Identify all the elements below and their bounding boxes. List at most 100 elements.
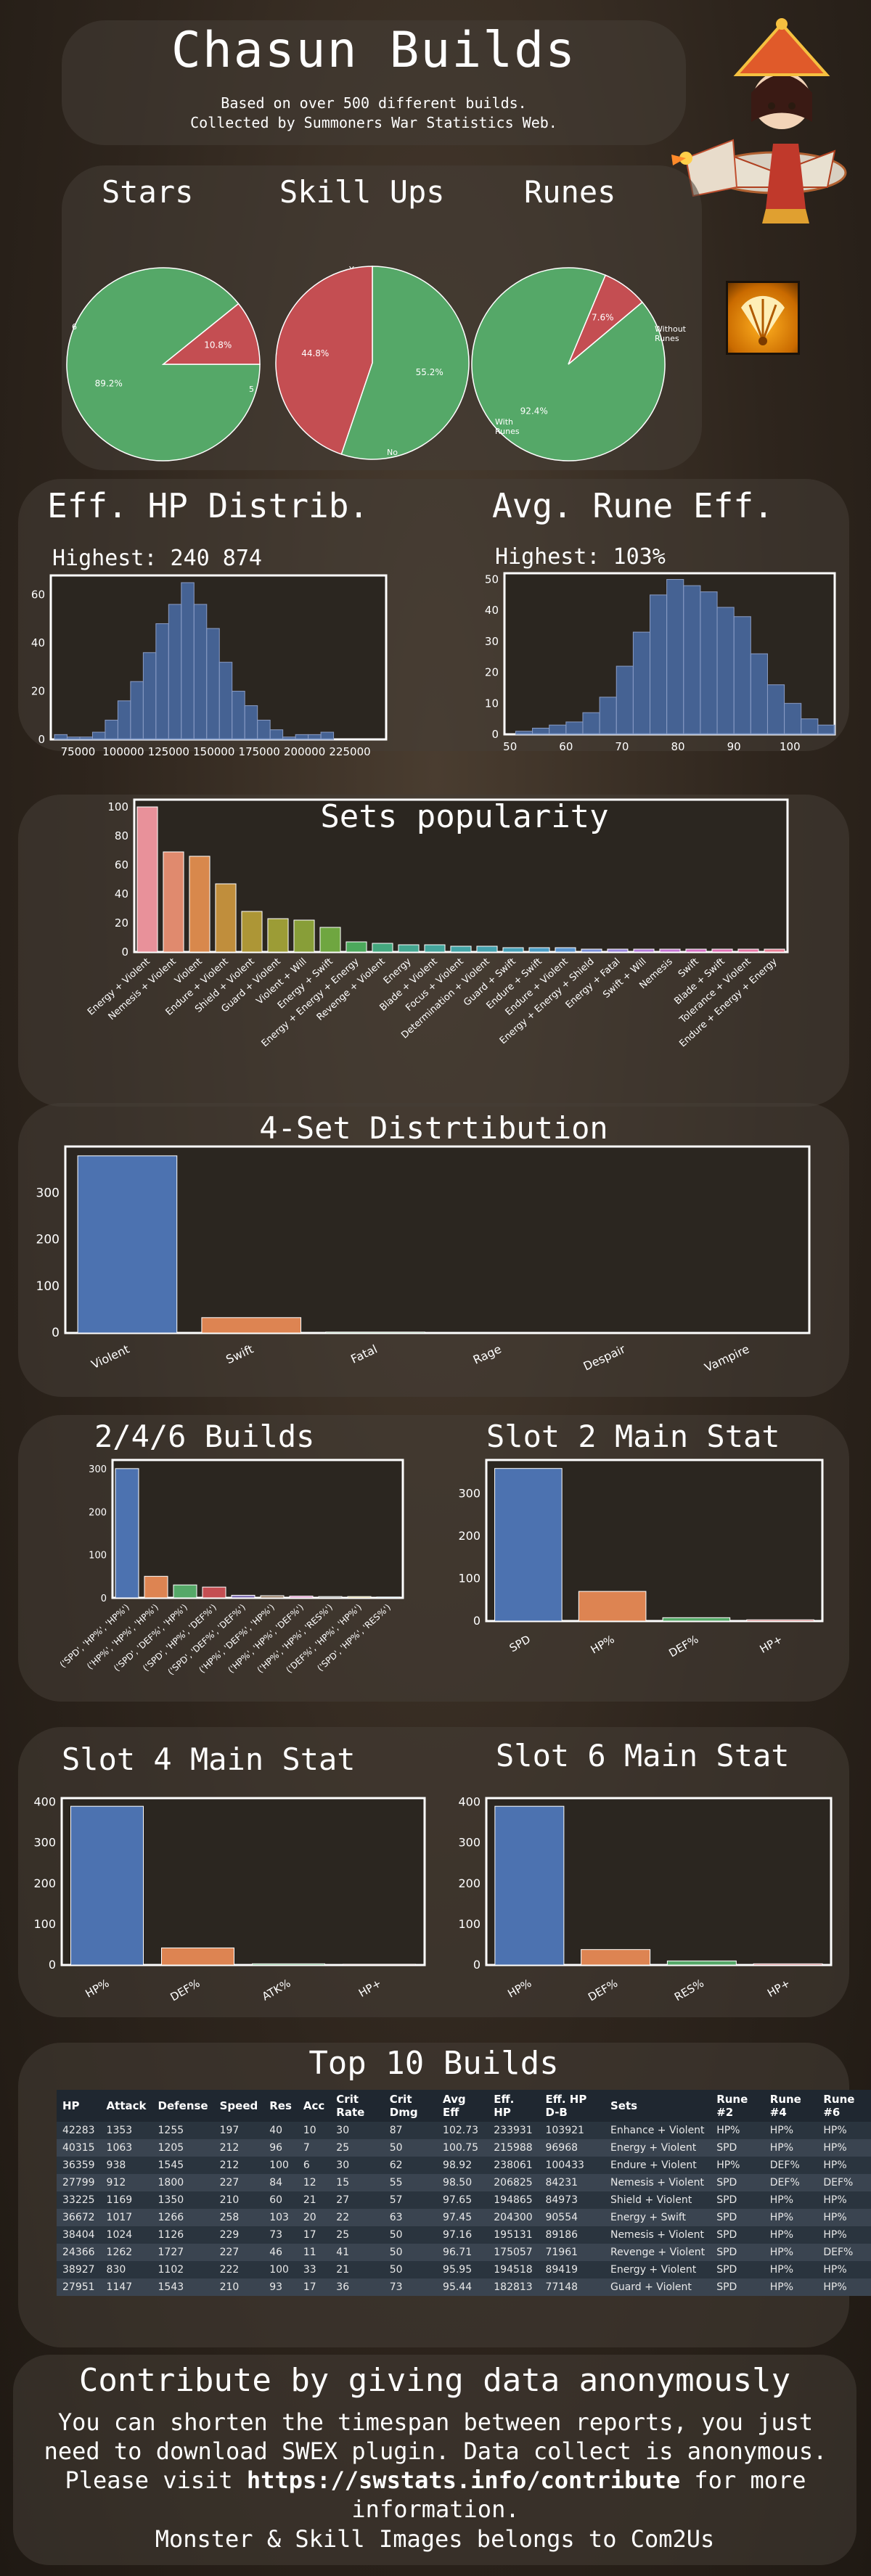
table-header-cell: Acc xyxy=(298,2090,330,2122)
table-cell: 36 xyxy=(330,2278,383,2296)
y-tick-label: 100 xyxy=(107,800,128,813)
y-tick-label: 200 xyxy=(33,1876,56,1890)
builds246-title: 2/4/6 Builds xyxy=(94,1419,314,1454)
slot4-chart: 0 100 200 300 400 HP% DEF% ATK% HP+ xyxy=(22,1778,428,2017)
histogram-bar xyxy=(321,732,333,739)
bar xyxy=(203,1587,226,1598)
histogram-bar xyxy=(245,705,257,739)
x-tick-label: SPD xyxy=(507,1633,533,1655)
table-cell: 204300 xyxy=(488,2209,539,2226)
table-cell: 1353 xyxy=(101,2122,152,2139)
y-tick-label: 40 xyxy=(31,636,45,649)
table-cell: SPD xyxy=(711,2244,764,2261)
table-cell: 27951 xyxy=(57,2278,101,2296)
table-cell: 1727 xyxy=(152,2244,214,2261)
table-cell: HP% xyxy=(711,2157,764,2174)
table-cell: 21 xyxy=(298,2191,330,2209)
slot6-chart: 0100200300400HP% DEF% RES% HP+ xyxy=(439,1778,846,2017)
bar xyxy=(450,1332,549,1333)
y-tick-label: 100 xyxy=(458,1917,481,1931)
x-tick-label: 90 xyxy=(727,740,741,753)
table-cell: 60 xyxy=(263,2191,298,2209)
x-tick-label: HP+ xyxy=(765,1977,792,2000)
table-cell: 229 xyxy=(214,2226,264,2244)
table-cell: 24366 xyxy=(57,2244,101,2261)
table-cell: 33225 xyxy=(57,2191,101,2209)
footer-heading: Contribute by giving data anonymously xyxy=(13,2362,856,2399)
table-cell: 210 xyxy=(214,2278,264,2296)
subtitle-1: Based on over 500 different builds. xyxy=(62,94,686,112)
histogram-bar xyxy=(700,592,717,734)
histogram-bar xyxy=(600,697,616,734)
table-cell: 30 xyxy=(330,2157,383,2174)
table-cell: 103 xyxy=(263,2209,298,2226)
table-cell: 1063 xyxy=(101,2139,152,2157)
x-tick-label: HP+ xyxy=(758,1633,785,1656)
table-cell: 1126 xyxy=(152,2226,214,2244)
histogram-bar xyxy=(549,725,566,734)
table-cell: HP% xyxy=(764,2244,818,2261)
table-cell: 222 xyxy=(214,2261,264,2278)
y-tick-label: 300 xyxy=(89,1464,107,1475)
table-cell: 7 xyxy=(298,2139,330,2157)
table-cell: 195131 xyxy=(488,2226,539,2244)
pie-value-label: 89.2% xyxy=(95,379,123,389)
histogram-bar xyxy=(785,703,801,734)
x-tick-label: Fatal xyxy=(348,1342,380,1366)
table-cell: 100 xyxy=(263,2157,298,2174)
table-cell: 27799 xyxy=(57,2174,101,2191)
bar xyxy=(163,852,184,952)
x-tick-label: RES% xyxy=(672,1977,706,2003)
table-cell: 10 xyxy=(298,2122,330,2139)
x-tick-label: DEF% xyxy=(168,1977,202,2004)
histogram-bar xyxy=(118,701,130,739)
y-tick-label: 200 xyxy=(36,1233,60,1247)
table-cell: 27 xyxy=(330,2191,383,2209)
bar xyxy=(115,1469,139,1598)
table-cell: HP% xyxy=(817,2157,871,2174)
table-row: 36359 938 1545 212 100 6 30 62 98.92 238061 100433… xyxy=(57,2157,871,2174)
bar xyxy=(747,1620,814,1621)
table-cell: 17 xyxy=(298,2278,330,2296)
y-tick-label: 10 xyxy=(485,697,499,710)
table-cell: SPD xyxy=(711,2209,764,2226)
footer-text: You can shorten the timespan between rep… xyxy=(29,2408,842,2524)
table-cell: 89419 xyxy=(539,2261,605,2278)
table-cell: 1205 xyxy=(152,2139,214,2157)
table-cell: HP% xyxy=(764,2209,818,2226)
x-tick-label: Violent xyxy=(89,1342,131,1371)
y-tick-label: 60 xyxy=(31,588,45,602)
table-header-cell: Eff. HP D-B xyxy=(539,2090,605,2122)
table-header-cell: Speed xyxy=(214,2090,264,2122)
bar xyxy=(202,1318,301,1333)
table-cell: 215988 xyxy=(488,2139,539,2157)
y-tick-label: 20 xyxy=(485,666,499,679)
stars-pie-chart: 89.2%610.8%5 xyxy=(62,239,279,472)
table-cell: 77148 xyxy=(539,2278,605,2296)
histogram-bar xyxy=(667,580,684,734)
table-cell: 41 xyxy=(330,2244,383,2261)
table-row: 36672 1017 1266 258 103 20 22 63 97.45 204300 9055… xyxy=(57,2209,871,2226)
bar xyxy=(346,942,367,952)
bar xyxy=(555,948,576,952)
y-tick-label: 30 xyxy=(485,635,499,648)
y-tick-label: 20 xyxy=(31,685,45,698)
table-cell: 84 xyxy=(263,2174,298,2191)
table-cell: 227 xyxy=(214,2174,264,2191)
table-cell: SPD xyxy=(711,2174,764,2191)
table-cell: 912 xyxy=(101,2174,152,2191)
bar xyxy=(343,1964,416,1965)
table-cell: 38404 xyxy=(57,2226,101,2244)
table-cell: Nemesis + Violent xyxy=(605,2226,711,2244)
x-tick-label: Swift xyxy=(224,1342,255,1366)
table-cell: 40 xyxy=(263,2122,298,2139)
table-cell: 50 xyxy=(384,2226,437,2244)
footer-credits: Monster & Skill Images belongs to Com2Us xyxy=(13,2525,856,2553)
contribute-link[interactable]: https://swstats.info/contribute xyxy=(247,2466,680,2494)
table-row: 33225 1169 1350 210 60 21 27 57 97.65 194865 84973… xyxy=(57,2191,871,2209)
pie-value-label: 55.2% xyxy=(416,367,443,377)
pie-value-label: 7.6% xyxy=(592,313,614,323)
table-cell: HP% xyxy=(711,2122,764,2139)
table-cell: 1255 xyxy=(152,2122,214,2139)
table-cell: DEF% xyxy=(764,2174,818,2191)
